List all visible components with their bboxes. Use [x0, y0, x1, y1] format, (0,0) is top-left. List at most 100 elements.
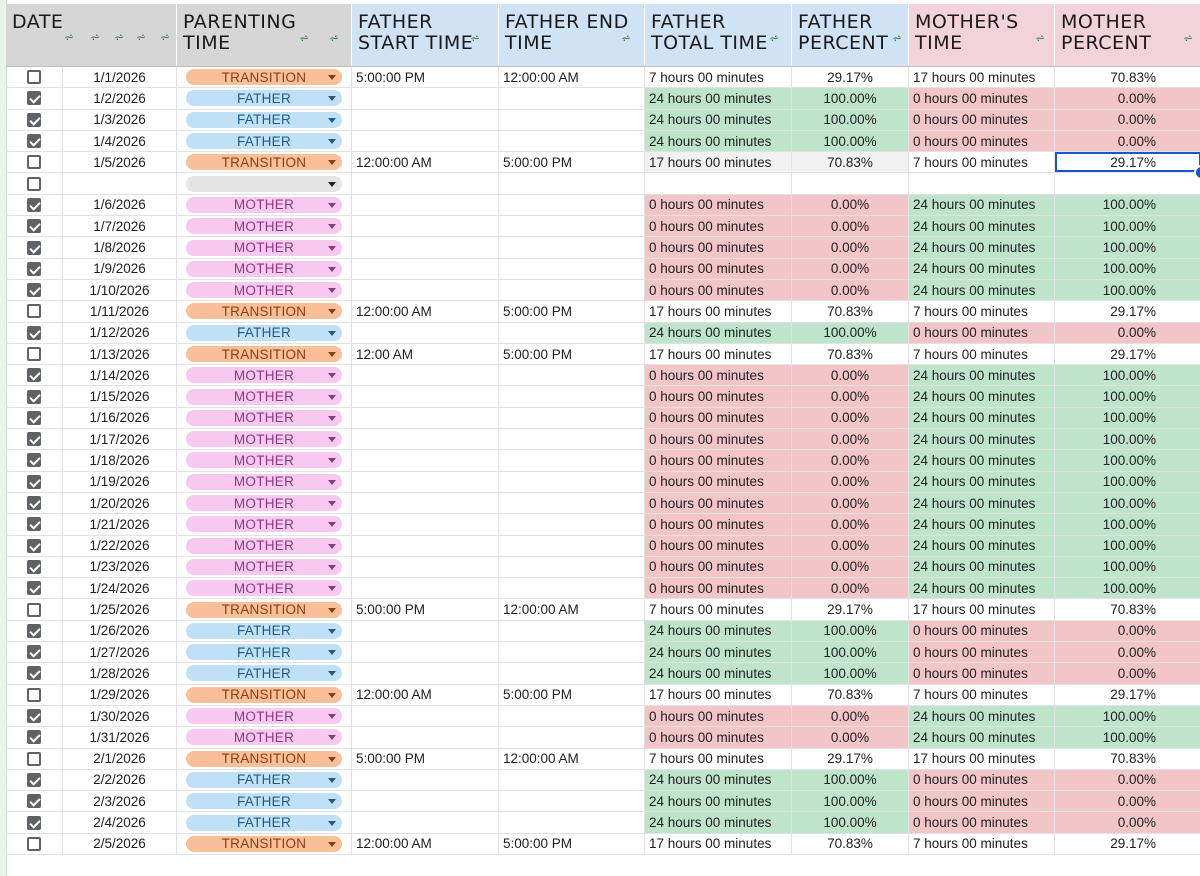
date-cell[interactable]: 1/21/2026	[63, 514, 177, 535]
mothers-time-cell[interactable]: 7 hours 00 minutes	[909, 833, 1055, 854]
mothers-time-cell[interactable]: 24 hours 00 minutes	[909, 727, 1055, 748]
father-total-time-cell[interactable]	[645, 173, 792, 194]
mother-percent-cell[interactable]: 100.00%	[1055, 535, 1200, 556]
parenting-time-cell[interactable]: MOTHER	[177, 429, 352, 450]
mothers-time-cell[interactable]: 0 hours 00 minutes	[909, 663, 1055, 684]
father-percent-cell[interactable]: 100.00%	[792, 322, 909, 343]
date-cell[interactable]: 2/4/2026	[63, 812, 177, 833]
date-cell[interactable]: 1/3/2026	[63, 109, 177, 130]
mothers-time-cell[interactable]: 0 hours 00 minutes	[909, 812, 1055, 833]
father-total-time-cell[interactable]: 0 hours 00 minutes	[645, 237, 792, 258]
chevron-down-icon[interactable]	[328, 650, 336, 656]
father-end-time-cell[interactable]	[499, 727, 645, 748]
checkbox-icon[interactable]	[27, 687, 41, 702]
chevron-down-icon[interactable]	[328, 415, 336, 421]
parenting-dropdown[interactable]: TRANSITION	[186, 154, 342, 171]
father-total-time-cell[interactable]: 0 hours 00 minutes	[645, 365, 792, 386]
mothers-time-cell[interactable]: 0 hours 00 minutes	[909, 322, 1055, 343]
father-start-time-cell[interactable]	[352, 194, 499, 216]
father-end-time-cell[interactable]: 5:00:00 PM	[499, 833, 645, 854]
parenting-dropdown[interactable]: MOTHER	[186, 729, 342, 746]
chevron-down-icon[interactable]	[328, 799, 336, 805]
filter-icon[interactable]: ⩫	[299, 31, 310, 45]
mothers-time-cell[interactable]: 7 hours 00 minutes	[909, 343, 1055, 365]
mother-percent-cell[interactable]: 100.00%	[1055, 578, 1200, 599]
mothers-time-cell[interactable]: 24 hours 00 minutes	[909, 705, 1055, 727]
checkbox-icon[interactable]	[27, 304, 41, 319]
parenting-dropdown[interactable]: MOTHER	[186, 495, 342, 512]
father-total-time-cell[interactable]: 0 hours 00 minutes	[645, 535, 792, 556]
father-start-time-cell[interactable]: 12:00:00 AM	[352, 301, 499, 322]
father-percent-cell[interactable]: 0.00%	[792, 450, 909, 471]
mother-percent-cell[interactable]: 100.00%	[1055, 514, 1200, 535]
mother-percent-cell[interactable]: 0.00%	[1055, 620, 1200, 642]
date-cell[interactable]: 1/14/2026	[63, 365, 177, 386]
date-cell[interactable]: 1/17/2026	[63, 429, 177, 450]
filter-icon[interactable]: ⩫	[470, 31, 481, 45]
mother-percent-cell[interactable]: 100.00%	[1055, 279, 1200, 301]
parenting-dropdown[interactable]: TRANSITION	[186, 835, 342, 852]
father-total-time-cell[interactable]: 24 hours 00 minutes	[645, 130, 792, 152]
mother-percent-cell[interactable]: 100.00%	[1055, 258, 1200, 279]
father-end-time-cell[interactable]: 5:00:00 PM	[499, 343, 645, 365]
chevron-down-icon[interactable]	[328, 756, 336, 762]
checkbox-icon[interactable]	[27, 347, 41, 361]
date-cell[interactable]: 2/1/2026	[63, 748, 177, 769]
parenting-dropdown[interactable]: FATHER	[186, 644, 342, 661]
mother-percent-cell[interactable]: 100.00%	[1055, 727, 1200, 748]
checkbox-icon[interactable]	[27, 538, 41, 553]
father-percent-cell[interactable]: 100.00%	[792, 620, 909, 642]
father-percent-cell[interactable]: 70.83%	[792, 833, 909, 854]
mother-percent-cell[interactable]: 100.00%	[1055, 365, 1200, 386]
father-percent-cell[interactable]: 0.00%	[792, 535, 909, 556]
father-end-time-cell[interactable]	[499, 450, 645, 471]
mothers-time-cell[interactable]: 24 hours 00 minutes	[909, 386, 1055, 407]
date-cell[interactable]: 1/24/2026	[63, 578, 177, 599]
parenting-dropdown[interactable]: MOTHER	[186, 239, 342, 256]
parenting-time-cell[interactable]: MOTHER	[177, 237, 352, 258]
mother-percent-cell[interactable]: 0.00%	[1055, 663, 1200, 684]
parenting-time-cell[interactable]: FATHER	[177, 109, 352, 130]
parenting-time-cell[interactable]: TRANSITION	[177, 67, 352, 88]
mothers-time-cell[interactable]: 24 hours 00 minutes	[909, 556, 1055, 578]
father-start-time-cell[interactable]	[352, 130, 499, 152]
date-cell[interactable]: 1/31/2026	[63, 727, 177, 748]
parenting-dropdown[interactable]: FATHER	[186, 111, 342, 128]
chevron-down-icon[interactable]	[328, 288, 336, 294]
father-percent-cell[interactable]: 0.00%	[792, 407, 909, 429]
parenting-time-cell[interactable]: MOTHER	[177, 450, 352, 471]
chevron-down-icon[interactable]	[328, 564, 336, 570]
chevron-down-icon[interactable]	[328, 96, 336, 102]
parenting-dropdown[interactable]: MOTHER	[186, 431, 342, 448]
father-start-time-cell[interactable]	[352, 769, 499, 791]
father-start-time-cell[interactable]: 12:00:00 AM	[352, 833, 499, 854]
mothers-time-cell[interactable]: 0 hours 00 minutes	[909, 88, 1055, 109]
father-percent-cell[interactable]: 70.83%	[792, 684, 909, 705]
mothers-time-cell[interactable]: 0 hours 00 minutes	[909, 620, 1055, 642]
filter-icon[interactable]: ⩫	[114, 30, 125, 44]
date-cell[interactable]: 2/3/2026	[63, 791, 177, 812]
father-start-time-cell[interactable]	[352, 642, 499, 663]
date-cell[interactable]: 1/5/2026	[63, 152, 177, 173]
parenting-dropdown[interactable]: MOTHER	[186, 516, 342, 533]
father-end-time-cell[interactable]	[499, 769, 645, 791]
father-total-time-cell[interactable]: 0 hours 00 minutes	[645, 450, 792, 471]
father-start-time-cell[interactable]	[352, 429, 499, 450]
mothers-time-cell[interactable]: 24 hours 00 minutes	[909, 279, 1055, 301]
date-cell[interactable]: 1/16/2026	[63, 407, 177, 429]
mother-percent-cell[interactable]: 70.83%	[1055, 67, 1200, 87]
checkbox-icon[interactable]	[27, 197, 41, 212]
mothers-time-cell[interactable]: 24 hours 00 minutes	[909, 471, 1055, 492]
filter-icon[interactable]: ⩫	[64, 30, 75, 44]
chevron-down-icon[interactable]	[328, 671, 336, 677]
checkbox-icon[interactable]	[27, 559, 41, 574]
father-percent-cell[interactable]: 100.00%	[792, 769, 909, 791]
father-percent-cell[interactable]	[792, 173, 909, 194]
parenting-dropdown[interactable]: MOTHER	[186, 708, 342, 725]
father-start-time-cell[interactable]	[352, 471, 499, 492]
filter-icon[interactable]: ⩫	[90, 30, 101, 44]
mothers-time-cell[interactable]: 24 hours 00 minutes	[909, 450, 1055, 471]
father-end-time-cell[interactable]	[499, 258, 645, 279]
checkbox-icon[interactable]	[27, 453, 41, 468]
parenting-time-cell[interactable]: MOTHER	[177, 727, 352, 748]
